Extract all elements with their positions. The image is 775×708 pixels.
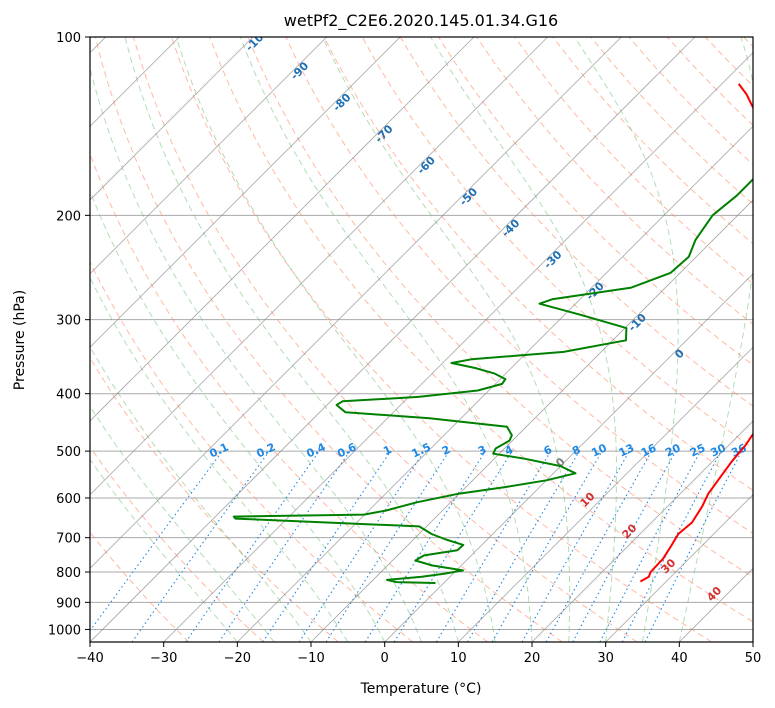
chart-title: wetPf2_C2E6.2020.145.01.34.G16 (284, 11, 558, 31)
x-tick-label: 20 (524, 651, 541, 666)
isotherm-line (384, 273, 753, 642)
dry-adiabat-line (94, 37, 563, 642)
mixing-ratio-label: 25 (688, 441, 707, 459)
moist-adiabat-line (90, 189, 386, 642)
temperature-profile-line (639, 83, 753, 583)
y-tick-label: 600 (56, 492, 81, 507)
x-tick-label: 40 (671, 651, 688, 666)
mixing-ratio-line (262, 450, 392, 642)
isotherm-line (237, 125, 753, 642)
dry-adiabat-line (209, 37, 753, 623)
y-tick-label: 1000 (48, 623, 81, 638)
dry-adiabat-line (476, 37, 753, 325)
isotherm-line (90, 37, 254, 201)
y-tick-label: 100 (56, 31, 81, 46)
mixing-ratio-label: 13 (617, 441, 636, 459)
isotherm-line (605, 494, 753, 642)
isotherm-line (90, 37, 401, 348)
moist-adiabat-line (322, 37, 571, 642)
isotherm-line (90, 37, 475, 422)
mixing-ratio-line (364, 450, 486, 642)
isotherm-line (531, 420, 753, 642)
x-tick-label: 50 (745, 651, 762, 666)
mixing-ratio-line (218, 450, 351, 642)
x-axis-title: Temperature (°C) (360, 681, 482, 697)
isotherm-line (90, 37, 622, 569)
isotherm-line (90, 37, 696, 642)
mixing-ratio-line (599, 450, 701, 642)
isotherm-line (458, 346, 753, 642)
dry-adiabat-line (132, 37, 638, 642)
mixing-ratio-line (572, 450, 677, 642)
y-tick-label: 900 (56, 596, 81, 611)
moist-adiabat-line (90, 458, 238, 642)
isotherm-line (310, 199, 753, 642)
mixing-ratio-line (185, 450, 320, 642)
moist-adiabat-line (90, 276, 349, 642)
dry-adiabat-line (285, 37, 753, 535)
x-tick-label: 10 (450, 651, 467, 666)
plot-frame (89, 36, 754, 643)
mixing-ratio-label: 30 (708, 441, 728, 459)
x-tick-label: −20 (224, 651, 251, 666)
y-axis-title: Pressure (hPa) (12, 290, 28, 390)
mixing-ratio-line (298, 450, 425, 642)
dry-adiabat-line (90, 260, 414, 642)
moist-adiabat-line (90, 405, 275, 642)
mixing-ratio-label: 20 (663, 441, 683, 459)
x-tick-label: −40 (76, 651, 103, 666)
x-axis-ticks: −40 −30 −20 −10 0 10 20 30 40 50 (76, 642, 761, 666)
isotherm-line (90, 37, 327, 275)
dry-adiabat-line (171, 37, 712, 642)
y-tick-label: 200 (56, 209, 81, 224)
x-tick-label: 30 (597, 651, 614, 666)
moist-adiabat-line (239, 37, 533, 642)
moist-adiabat-line (175, 37, 496, 642)
x-tick-label: −10 (297, 651, 324, 666)
isotherm-line (90, 37, 548, 496)
mixing-ratio-label: 16 (639, 441, 659, 459)
y-tick-label: 700 (56, 532, 81, 547)
x-tick-label: −30 (150, 651, 177, 666)
mixing-ratio-line (325, 450, 450, 642)
dry-adiabat-line (247, 37, 753, 578)
dry-adiabat-line (323, 37, 753, 491)
y-tick-label: 400 (56, 388, 81, 403)
isotherm-line (163, 52, 753, 642)
dry-adiabat-line (514, 37, 753, 285)
y-tick-label: 300 (56, 314, 81, 329)
moist-adiabats (90, 37, 753, 642)
y-axis-ticks: 100 200 300 400 500 600 700 800 900 1000 (48, 31, 90, 638)
mixing-ratio-label: 10 (589, 441, 609, 459)
moist-adiabat-line (678, 37, 753, 642)
moist-adiabat-line (430, 37, 617, 642)
x-tick-label: 0 (381, 651, 389, 666)
dry-adiabat-line (90, 446, 264, 642)
y-tick-label: 500 (56, 445, 81, 460)
y-tick-label: 800 (56, 566, 81, 581)
mixing-ratio-line (435, 450, 552, 642)
sounding-profiles (232, 83, 753, 584)
moist-adiabat-line (124, 37, 459, 642)
plot-area: -100-90-80-70-60-50-40-30-20-10010203040… (90, 37, 753, 642)
isotherm-gridlines (90, 37, 753, 642)
moist-adiabat-line (90, 65, 422, 642)
mixing-ratio-line (467, 450, 580, 642)
moist-adiabat-line (574, 37, 679, 642)
dewpoint-profile-line (232, 177, 753, 584)
